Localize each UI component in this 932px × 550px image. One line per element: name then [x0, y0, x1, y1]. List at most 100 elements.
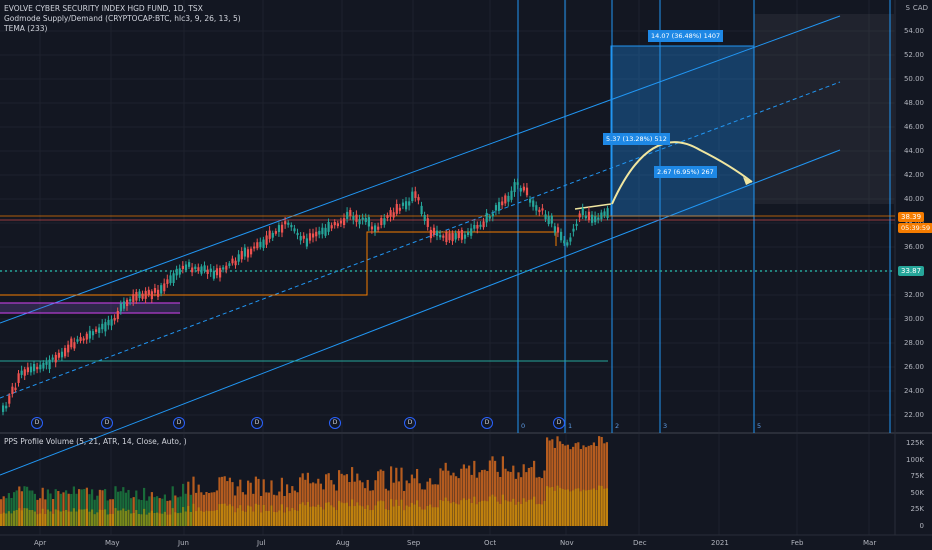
- dividend-badge[interactable]: D: [553, 417, 565, 429]
- dividend-badge[interactable]: D: [101, 417, 113, 429]
- volume-bar: [416, 468, 419, 526]
- volume-bar: [400, 467, 403, 526]
- dividend-badge[interactable]: D: [31, 417, 43, 429]
- godmode-indicator-label[interactable]: Godmode Supply/Demand (CRYPTOCAP:BTC, hl…: [4, 14, 241, 23]
- projection-arrow[interactable]: [611, 141, 753, 205]
- volume-bar-base: [403, 510, 406, 526]
- candle-body: [386, 215, 389, 219]
- volume-bar-base: [231, 506, 234, 526]
- time-axis-label: Sep: [407, 539, 421, 547]
- volume-bar: [215, 490, 218, 526]
- dividend-badge[interactable]: D: [404, 417, 416, 429]
- candle-body: [470, 228, 473, 236]
- candle-body: [70, 338, 73, 348]
- volume-bar: [530, 467, 533, 526]
- support-price-tag: 33.87: [898, 266, 925, 276]
- candles[interactable]: [2, 178, 609, 416]
- volume-bar-base: [28, 510, 31, 526]
- volume-bar: [46, 489, 49, 526]
- volume-bar-base: [405, 505, 408, 526]
- volume-bar: [169, 500, 172, 526]
- volume-bar-base: [111, 513, 114, 526]
- scale-mode-toggle[interactable]: S: [905, 4, 910, 12]
- volume-bar-base: [304, 505, 307, 526]
- volume-bar: [189, 494, 192, 526]
- candle-body: [184, 264, 188, 271]
- volume-bar-base: [78, 509, 81, 526]
- volume-bar-base: [507, 501, 510, 526]
- volume-bar: [226, 481, 229, 526]
- dividend-badge[interactable]: D: [251, 417, 263, 429]
- volume-bar: [254, 476, 257, 526]
- volume-bar: [140, 500, 143, 526]
- measure-box[interactable]: [610, 45, 755, 217]
- volume-bar: [551, 439, 554, 526]
- volume-bar-base: [114, 508, 117, 526]
- candle-body: [426, 218, 429, 227]
- candle-body: [287, 222, 290, 225]
- candle-body: [262, 239, 265, 248]
- volume-bar-base: [187, 506, 190, 526]
- volume-bar-base: [535, 504, 538, 526]
- volume-bar: [338, 470, 341, 526]
- volume-bar-base: [603, 488, 606, 526]
- volume-bar-base: [312, 506, 315, 526]
- volume-bar: [332, 484, 335, 526]
- candle-body: [442, 235, 445, 238]
- price-levels[interactable]: [0, 215, 895, 362]
- candle-body: [336, 223, 339, 227]
- volume-bar-base: [473, 496, 476, 526]
- volume-bar: [481, 470, 484, 526]
- candle-body: [281, 224, 284, 233]
- candle-body: [550, 215, 553, 224]
- volume-bar: [70, 493, 73, 526]
- volume-bar: [340, 473, 343, 526]
- candle-body: [144, 290, 147, 299]
- currency-label: CAD: [912, 4, 928, 12]
- volume-bar: [603, 443, 606, 526]
- volume-bar: [397, 481, 400, 526]
- volume-bar-base: [124, 511, 127, 526]
- volume-bar-base: [213, 510, 216, 526]
- candle-body: [498, 202, 501, 211]
- tema-indicator-label[interactable]: TEMA (233): [4, 24, 48, 33]
- volume-indicator-label[interactable]: PPS Profile Volume (5, 21, ATR, 14, Clos…: [4, 437, 187, 446]
- volume-bar: [561, 443, 564, 526]
- volume-bar: [72, 486, 75, 526]
- volume-bar: [514, 478, 517, 526]
- volume-bar-base: [153, 512, 156, 526]
- volume-bar-base: [137, 514, 140, 526]
- volume-bar: [291, 486, 294, 526]
- volume-bar-base: [322, 509, 325, 526]
- volume-bar-base: [540, 504, 543, 526]
- candle-body: [333, 222, 336, 226]
- volume-bar-base: [174, 512, 177, 526]
- dividend-badge[interactable]: D: [173, 417, 185, 429]
- parallel-channel[interactable]: [0, 15, 841, 476]
- volume-bar: [540, 478, 543, 526]
- dividend-badge[interactable]: D: [329, 417, 341, 429]
- volume-bar-base: [470, 503, 473, 526]
- symbol-title[interactable]: EVOLVE CYBER SECURITY INDEX HGD FUND, 1D…: [4, 4, 203, 13]
- volume-bar-base: [574, 488, 577, 526]
- volume-bar-base: [447, 501, 450, 526]
- candle-body: [380, 218, 383, 226]
- candle-body: [563, 240, 566, 244]
- volume-bar-base: [390, 499, 393, 526]
- candle-body: [104, 322, 107, 332]
- volume-bar-base: [130, 513, 133, 526]
- volume-bar: [312, 482, 315, 526]
- price-axis-label: 36.00: [903, 243, 924, 251]
- volume-bar: [507, 471, 510, 526]
- volume-bar: [39, 498, 42, 526]
- candle-body: [45, 361, 48, 365]
- volume-bar: [174, 495, 177, 526]
- volume-bar: [468, 465, 471, 526]
- candle-body: [501, 201, 504, 206]
- volume-bar: [26, 486, 29, 526]
- volume-bar-base: [522, 498, 525, 526]
- volume-bar: [369, 490, 372, 526]
- volume-bar-base: [273, 511, 276, 526]
- dividend-badge[interactable]: D: [481, 417, 493, 429]
